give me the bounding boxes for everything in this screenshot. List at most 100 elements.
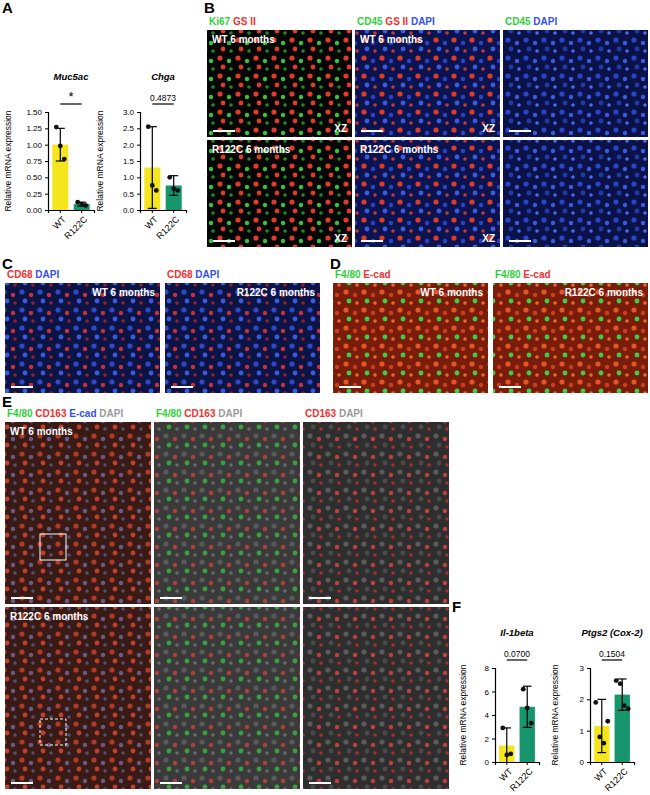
tick-label: 0.5: [123, 190, 135, 199]
error-bar: [618, 679, 627, 710]
bar: [615, 695, 630, 762]
significance-label: *: [68, 89, 73, 104]
data-point: [614, 678, 619, 683]
y-tick: 1.0: [123, 173, 140, 182]
category-label: R122C: [62, 214, 89, 241]
channel-name: DAPI: [531, 16, 558, 27]
tick-label: 1.5: [123, 157, 135, 166]
tick-mark: [587, 762, 590, 763]
tick-mark: [492, 692, 495, 693]
data-point: [500, 726, 505, 731]
tick-label: 1: [580, 727, 585, 736]
channel-name: CD163: [33, 408, 67, 419]
channel-name: DAPI: [97, 408, 124, 419]
y-axis-title: Relative mRNA expression: [3, 110, 13, 211]
tick-mark: [137, 210, 140, 211]
significance-bracket: [602, 659, 622, 660]
data-point: [593, 700, 598, 705]
scale-bar: [213, 130, 235, 132]
tick-mark: [173, 210, 174, 213]
tick-mark: [492, 762, 495, 763]
y-axis: 0123: [580, 664, 591, 767]
micrograph: [207, 140, 352, 247]
y-tick: 0.25: [26, 190, 48, 199]
x-tick: R122C: [154, 210, 181, 241]
channel-name: CD68: [7, 269, 33, 280]
image-tag: XZ: [334, 233, 347, 244]
bar-chart: 0.00.51.01.52.02.53.0WTR122CRelative mRN…: [95, 71, 187, 241]
tick-label: 0.75: [26, 157, 42, 166]
micrograph: [503, 140, 648, 247]
x-axis: WTR122C: [49, 210, 95, 241]
scale-bar: [11, 782, 33, 784]
data-point: [618, 681, 623, 686]
x-tick: R122C: [508, 762, 535, 793]
tick-label: 0.50: [26, 173, 42, 182]
data-point: [605, 719, 610, 724]
x-tick: R122C: [603, 762, 630, 793]
data-point: [175, 188, 180, 193]
micrograph: [5, 283, 160, 393]
error-cap: [169, 195, 178, 196]
micrograph: [165, 283, 320, 393]
category-label: R122C: [603, 766, 630, 793]
y-tick: 1: [580, 727, 590, 736]
micrograph: [303, 607, 449, 789]
error-stem: [173, 176, 174, 196]
significance-label: 0.1504: [599, 649, 625, 659]
tick-mark: [60, 210, 61, 213]
channel-name: E-cad: [521, 269, 551, 280]
chart-title: Ptgs2 (Cox-2): [581, 627, 642, 638]
channel-header: CD68 DAPI: [167, 269, 219, 280]
y-tick: 4: [485, 711, 495, 720]
data-point: [626, 706, 631, 711]
panel-letter: A: [2, 0, 13, 16]
micrograph: [355, 30, 500, 137]
data-point: [521, 687, 526, 692]
tick-mark: [622, 762, 623, 765]
micrograph: [5, 607, 151, 789]
tick-mark: [492, 668, 495, 669]
y-tick: 0.5: [123, 190, 140, 199]
error-bar: [148, 127, 157, 209]
y-tick: 3.0: [123, 108, 140, 117]
scale-bar: [509, 240, 531, 242]
tick-label: 0.0: [123, 206, 135, 215]
category-label: WT: [143, 214, 160, 231]
channel-name: F4/80: [495, 269, 521, 280]
tick-label: 0.25: [26, 190, 42, 199]
y-tick: 6: [485, 688, 495, 697]
micrograph: [154, 422, 300, 604]
micrograph: [333, 283, 488, 393]
y-tick: 2.0: [123, 141, 140, 150]
scale-bar: [499, 386, 521, 388]
scale-bar: [11, 597, 33, 599]
y-tick: 8: [485, 664, 495, 673]
plot-area: [499, 686, 535, 762]
micrograph: [493, 283, 648, 393]
scale-bar: [339, 386, 361, 388]
tick-label: 2.5: [123, 124, 135, 133]
image-panel: CD68 DAPICD68 DAPIWT 6 monthsR122C 6 mon…: [5, 269, 320, 393]
y-tick: 2.5: [123, 124, 140, 133]
y-tick: 0.0: [123, 206, 140, 215]
channel-name: CD45: [357, 16, 383, 27]
channel-name: DAPI: [33, 269, 60, 280]
tick-label: 6: [485, 688, 490, 697]
y-tick: 0: [485, 758, 495, 767]
data-point: [154, 188, 159, 193]
axis-line: [137, 113, 141, 211]
image-label: R122C 6 months: [565, 287, 644, 298]
image-label: R122C 6 months: [360, 144, 439, 155]
y-tick: 3: [580, 664, 590, 673]
channel-header: CD163 DAPI: [305, 408, 363, 419]
tick-mark: [587, 699, 590, 700]
bar-chart: 0.000.250.500.751.001.251.50WTR122CRelat…: [3, 71, 95, 241]
significance-bracket: [152, 103, 173, 104]
tick-label: 2: [580, 695, 585, 704]
error-cap: [148, 208, 157, 209]
data-point: [62, 157, 67, 162]
bar-chart: 0123WTR122CRelative mRNA expressionPtgs2…: [550, 627, 643, 793]
data-point: [529, 721, 534, 726]
channel-header: CD45 GS II DAPI: [357, 16, 435, 27]
